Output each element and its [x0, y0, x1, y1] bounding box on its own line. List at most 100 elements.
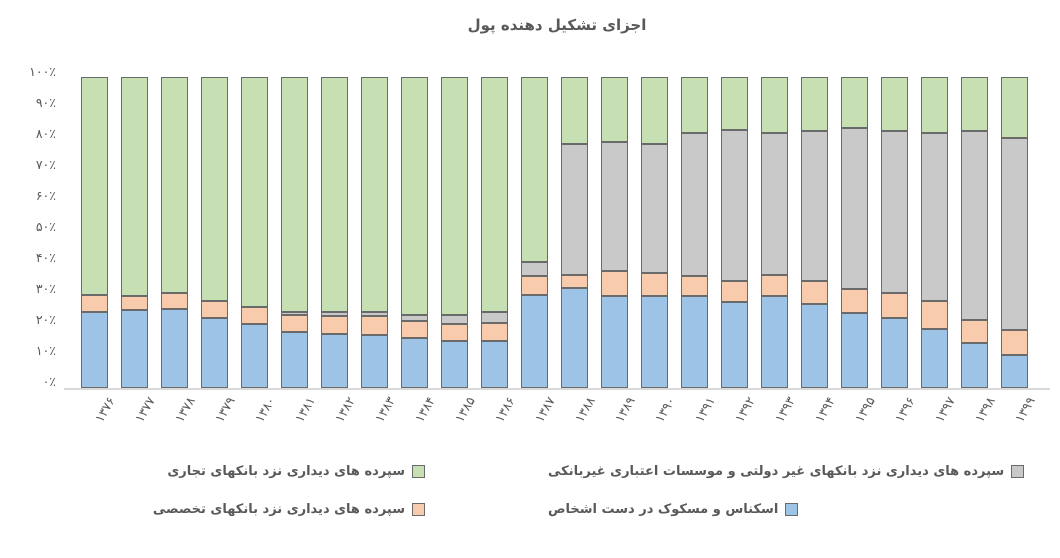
- bar-segment: [560, 288, 589, 388]
- stacked-bar-۱۳۹۴: [800, 77, 829, 388]
- legend-swatch-gray: [1011, 465, 1025, 478]
- bar-segment: [680, 133, 709, 277]
- bar-segment: [1000, 137, 1029, 331]
- bar-segment: [360, 77, 389, 312]
- y-axis-tick-label: ۹۰٪: [35, 95, 56, 110]
- stacked-bar-۱۳۹۶: [880, 77, 909, 388]
- bar-segment: [280, 332, 309, 388]
- bar-segment: [960, 131, 989, 320]
- stacked-bar-۱۳۸۰: [240, 77, 269, 388]
- bar-segment: [600, 142, 629, 272]
- x-axis-tick-label: ۱۳۹۸: [971, 394, 998, 425]
- bar-segment: [640, 143, 669, 273]
- stacked-bar-۱۳۸۷: [520, 77, 549, 388]
- y-axis-tick-label: ۴۰٪: [35, 250, 56, 265]
- x-axis-tick-label: ۱۳۷۷: [131, 394, 158, 425]
- stacked-bar-۱۳۹۵: [840, 77, 869, 388]
- x-axis-tick-label: ۱۳۹۵: [851, 394, 878, 425]
- stacked-bar-۱۳۸۹: [600, 77, 629, 388]
- legend-item-cash: اسکناس و مسکوک در دست اشخاص: [548, 502, 799, 517]
- x-axis-tick-label: ۱۳۹۳: [771, 394, 798, 425]
- bar-segment: [720, 280, 749, 303]
- stacked-bar-۱۳۹۹: [1000, 77, 1029, 388]
- legend-swatch-blue: [785, 503, 799, 516]
- bar-segment: [440, 324, 469, 342]
- y-axis-tick-label: ۲۰٪: [35, 312, 56, 327]
- stacked-bar-۱۳۹۱: [680, 77, 709, 388]
- bar-segment: [80, 311, 109, 388]
- x-axis-tick-label: ۱۳۷۶: [91, 394, 118, 425]
- bar-segment: [440, 341, 469, 388]
- y-axis-tick-label: ۰٪: [42, 374, 56, 389]
- stacked-bar-۱۳۸۵: [440, 77, 469, 388]
- x-axis-tick-label: ۱۳۸۱: [291, 394, 318, 425]
- bar-segment: [120, 296, 149, 311]
- bar-segment: [560, 274, 589, 289]
- bar-segment: [80, 77, 109, 295]
- bar-segment: [960, 342, 989, 388]
- bar-segment: [480, 77, 509, 312]
- stacked-bar-۱۳۷۶: [80, 77, 109, 388]
- bar-segment: [920, 77, 949, 133]
- x-axis-tick-label: ۱۳۹۹: [1011, 394, 1038, 425]
- y-axis-tick-label: ۵۰٪: [35, 219, 56, 234]
- bar-segment: [200, 318, 229, 388]
- bar-segment: [640, 272, 669, 297]
- stacked-bar-۱۳۷۸: [160, 77, 189, 388]
- x-axis-tick-label: ۱۳۸۵: [451, 394, 478, 425]
- bar-segment: [1000, 77, 1029, 138]
- bar-segment: [320, 77, 349, 312]
- bar-segment: [360, 311, 389, 317]
- bar-segment: [960, 77, 989, 132]
- legend-item-commercial-banks: سپرده های دیداری نزد بانکهای تجاری: [167, 464, 425, 479]
- bar-segment: [320, 316, 349, 334]
- legend-label-specialized-banks: سپرده های دیداری نزد بانکهای تخصصی: [152, 502, 405, 517]
- stacked-bar-۱۳۹۷: [920, 77, 949, 388]
- legend-label-commercial-banks: سپرده های دیداری نزد بانکهای تجاری: [167, 464, 405, 479]
- bar-segment: [760, 77, 789, 133]
- x-axis-tick-label: ۱۳۸۸: [571, 394, 598, 425]
- stacked-bar-۱۳۸۸: [560, 77, 589, 388]
- y-axis-tick-label: ۸۰٪: [35, 126, 56, 141]
- stacked-bar-۱۳۸۱: [280, 77, 309, 388]
- bar-segment: [360, 316, 389, 336]
- stacked-bar-۱۳۷۷: [120, 77, 149, 388]
- bar-segment: [360, 335, 389, 388]
- bar-segment: [600, 296, 629, 388]
- y-axis-tick-label: ۷۰٪: [35, 157, 56, 172]
- bar-segment: [880, 77, 909, 132]
- bar-segment: [520, 294, 549, 388]
- bar-segment: [760, 296, 789, 388]
- stacked-bar-۱۳۸۶: [480, 77, 509, 388]
- y-axis-tick-label: ۱۰٪: [35, 343, 56, 358]
- bar-segment: [240, 324, 269, 388]
- bar-segment: [600, 271, 629, 297]
- bar-segment: [1000, 330, 1029, 356]
- x-axis-line: [64, 388, 1050, 390]
- bar-segment: [840, 313, 869, 388]
- chart-title: اجزای تشکیل دهنده پول: [467, 16, 647, 34]
- legend-swatch-green: [412, 465, 425, 478]
- bar-segment: [520, 262, 549, 277]
- bar-segment: [280, 311, 309, 315]
- stacked-bar-۱۳۷۹: [200, 77, 229, 388]
- x-axis-tick-label: ۱۳۷۸: [171, 394, 198, 425]
- x-axis-tick-label: ۱۳۸۰: [251, 394, 278, 425]
- bar-segment: [200, 300, 229, 319]
- y-axis-tick-label: ۳۰٪: [35, 281, 56, 296]
- x-axis-tick-label: ۱۳۹۷: [931, 394, 958, 425]
- bar-segment: [160, 77, 189, 294]
- x-axis-tick-label: ۱۳۸۳: [371, 394, 398, 425]
- bar-segment: [720, 77, 749, 130]
- bar-segment: [240, 307, 269, 325]
- bar-segment: [80, 294, 109, 312]
- bar-segment: [200, 77, 229, 301]
- bar-segment: [600, 77, 629, 143]
- bar-segment: [1000, 355, 1029, 388]
- bar-segment: [920, 300, 949, 329]
- bar-segment: [120, 77, 149, 297]
- bar-segment: [480, 322, 509, 342]
- legend-item-specialized-banks: سپرده های دیداری نزد بانکهای تخصصی: [153, 502, 425, 517]
- y-axis-tick-label: ۱۰۰٪: [29, 64, 56, 79]
